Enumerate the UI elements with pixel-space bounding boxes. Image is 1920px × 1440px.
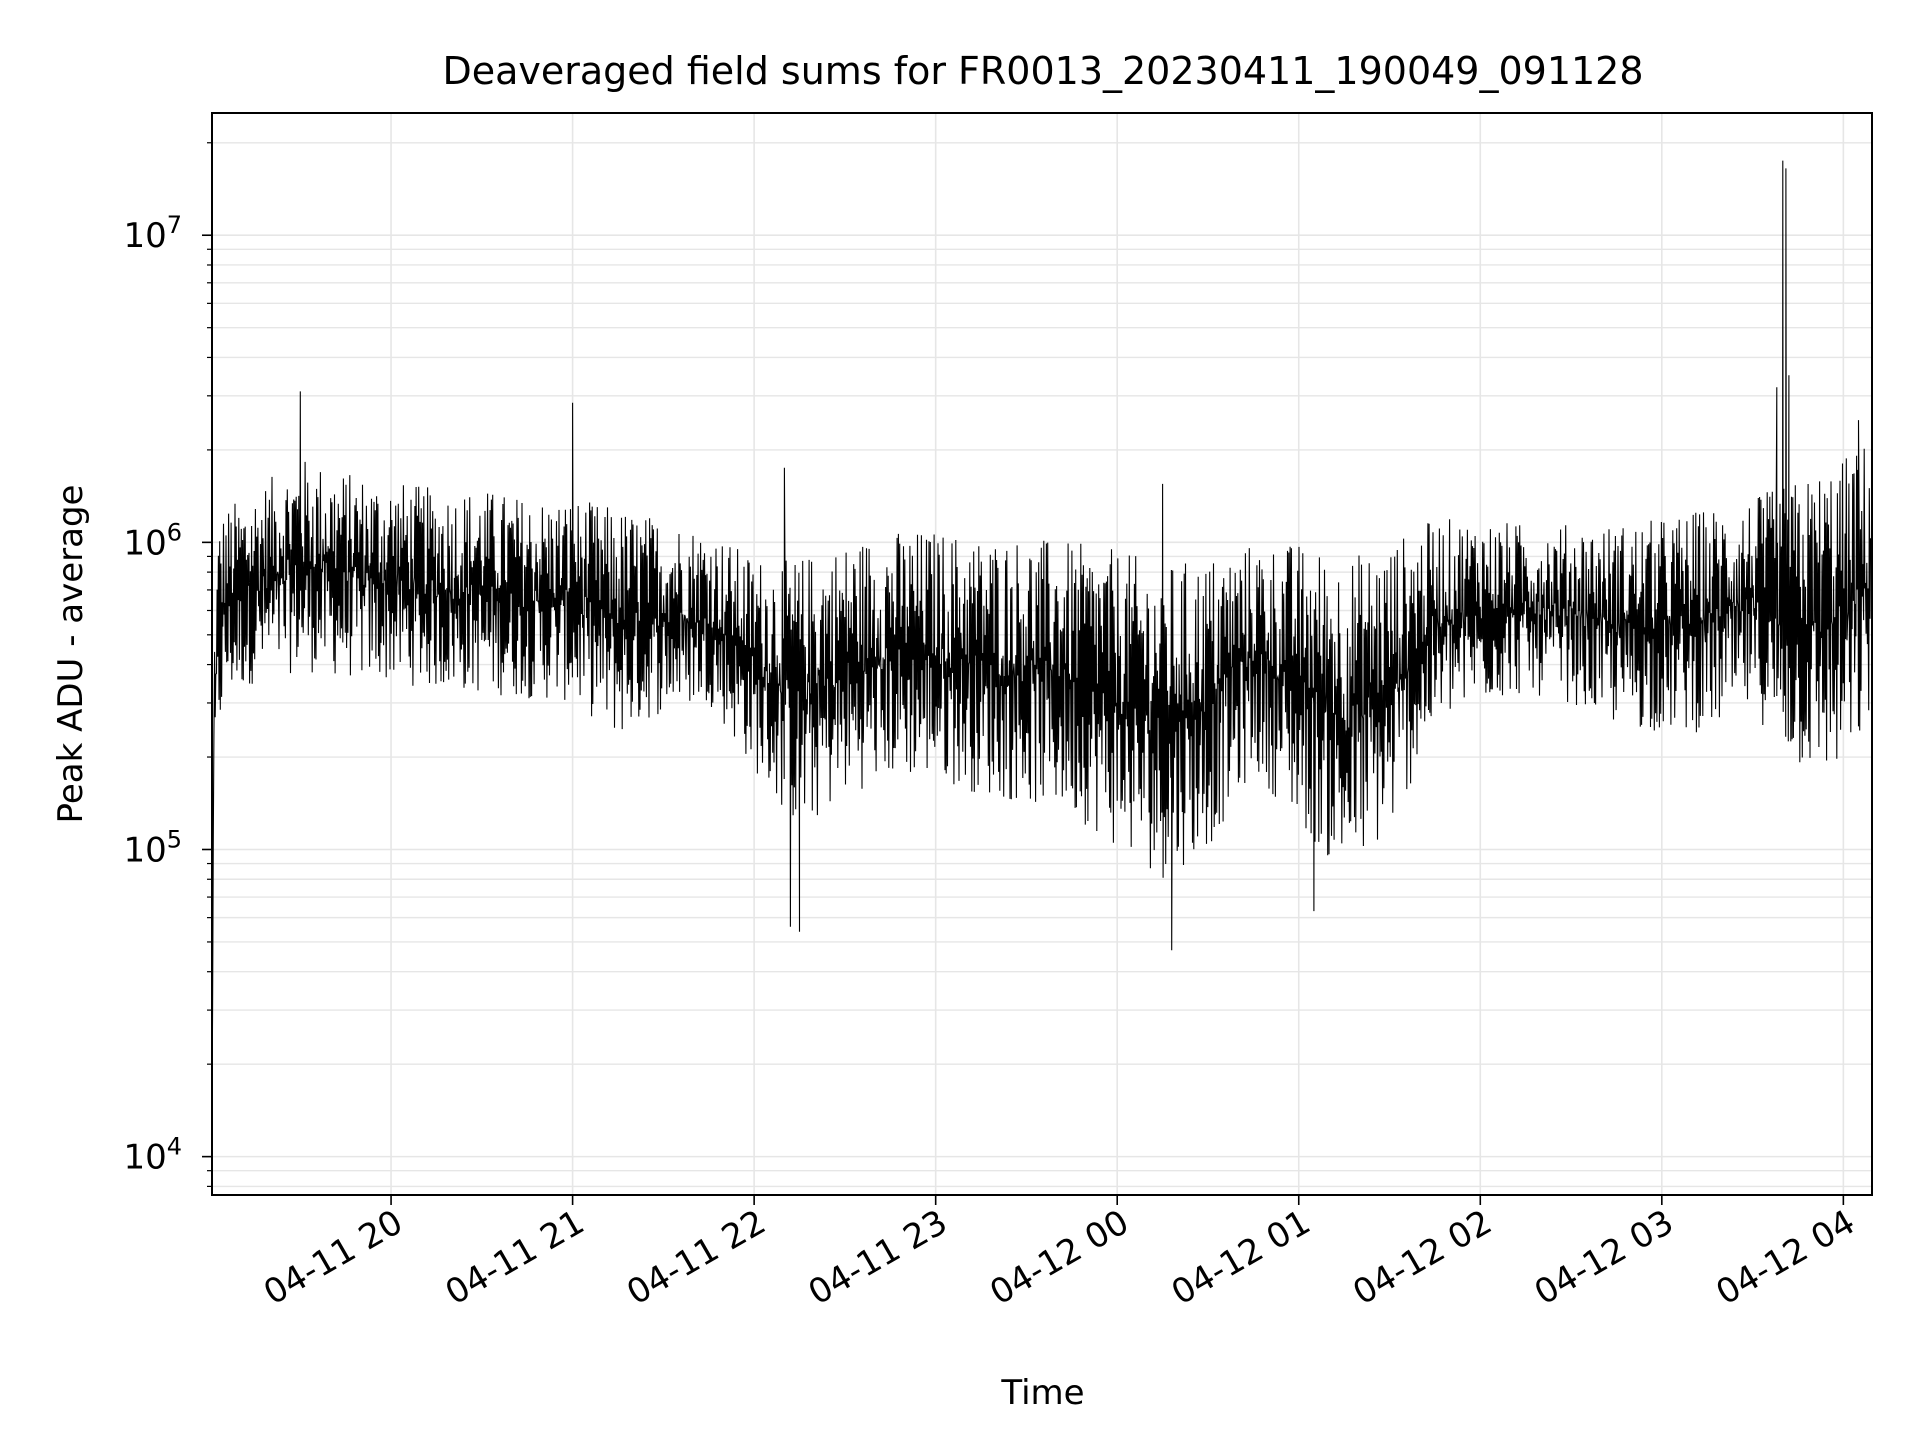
chart-title: Deaveraged field sums for FR0013_2023041…	[442, 49, 1643, 93]
y-axis-label: Peak ADU - average	[51, 485, 91, 824]
series-line	[211, 160, 1872, 1112]
y-tick-label: 105	[123, 825, 182, 870]
y-tick-label: 107	[123, 211, 182, 256]
y-tick-label: 106	[123, 518, 182, 563]
y-axis-ticks: 104 105 106 107	[123, 142, 212, 1187]
x-axis-label: Time	[1000, 1373, 1084, 1413]
y-tick-label: 104	[123, 1133, 182, 1178]
grid	[212, 113, 1872, 1195]
plot-frame	[211, 112, 1873, 1196]
